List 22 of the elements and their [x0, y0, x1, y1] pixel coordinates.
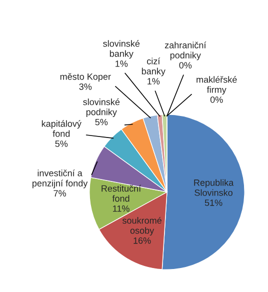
data-label: 16%	[134, 237, 151, 244]
slice-label: slovinské banky	[103, 40, 140, 59]
data-label: 5%	[95, 118, 108, 126]
data-label: 1%	[148, 78, 160, 84]
slice-label: slovinské podniky	[83, 98, 120, 118]
slice-label: investiční a penzijní fondy	[32, 170, 88, 188]
data-label: 5%	[55, 140, 68, 147]
slice-label: Republika Slovinsko	[194, 179, 234, 196]
slice-label: město Koper	[60, 73, 111, 82]
data-label: 3%	[79, 83, 92, 90]
text: 0%	[210, 96, 223, 103]
data-label: 1%	[116, 60, 128, 67]
category-label: makléřské firmy	[196, 76, 237, 95]
slice-label: Restituční fond	[102, 184, 142, 202]
text: 0%	[179, 62, 192, 68]
slice-label: cizí banky	[142, 58, 166, 76]
data-label: 51%	[204, 200, 222, 206]
data-label: 7%	[54, 190, 66, 197]
slice-label: kapitálový fond	[42, 120, 82, 137]
category-label: zahraniční podniky	[164, 42, 206, 60]
slice-label: soukromé osoby	[122, 216, 162, 236]
data-label: 11%	[113, 205, 130, 212]
